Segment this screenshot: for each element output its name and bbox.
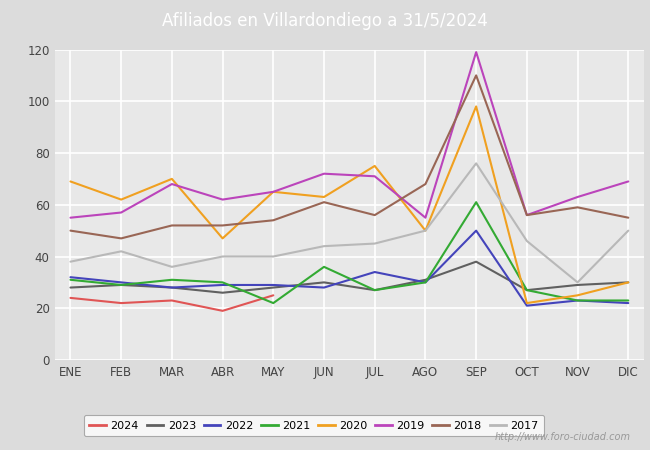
Text: Afiliados en Villardondiego a 31/5/2024: Afiliados en Villardondiego a 31/5/2024 bbox=[162, 12, 488, 30]
Legend: 2024, 2023, 2022, 2021, 2020, 2019, 2018, 2017: 2024, 2023, 2022, 2021, 2020, 2019, 2018… bbox=[84, 415, 545, 436]
Text: http://www.foro-ciudad.com: http://www.foro-ciudad.com bbox=[495, 432, 630, 442]
